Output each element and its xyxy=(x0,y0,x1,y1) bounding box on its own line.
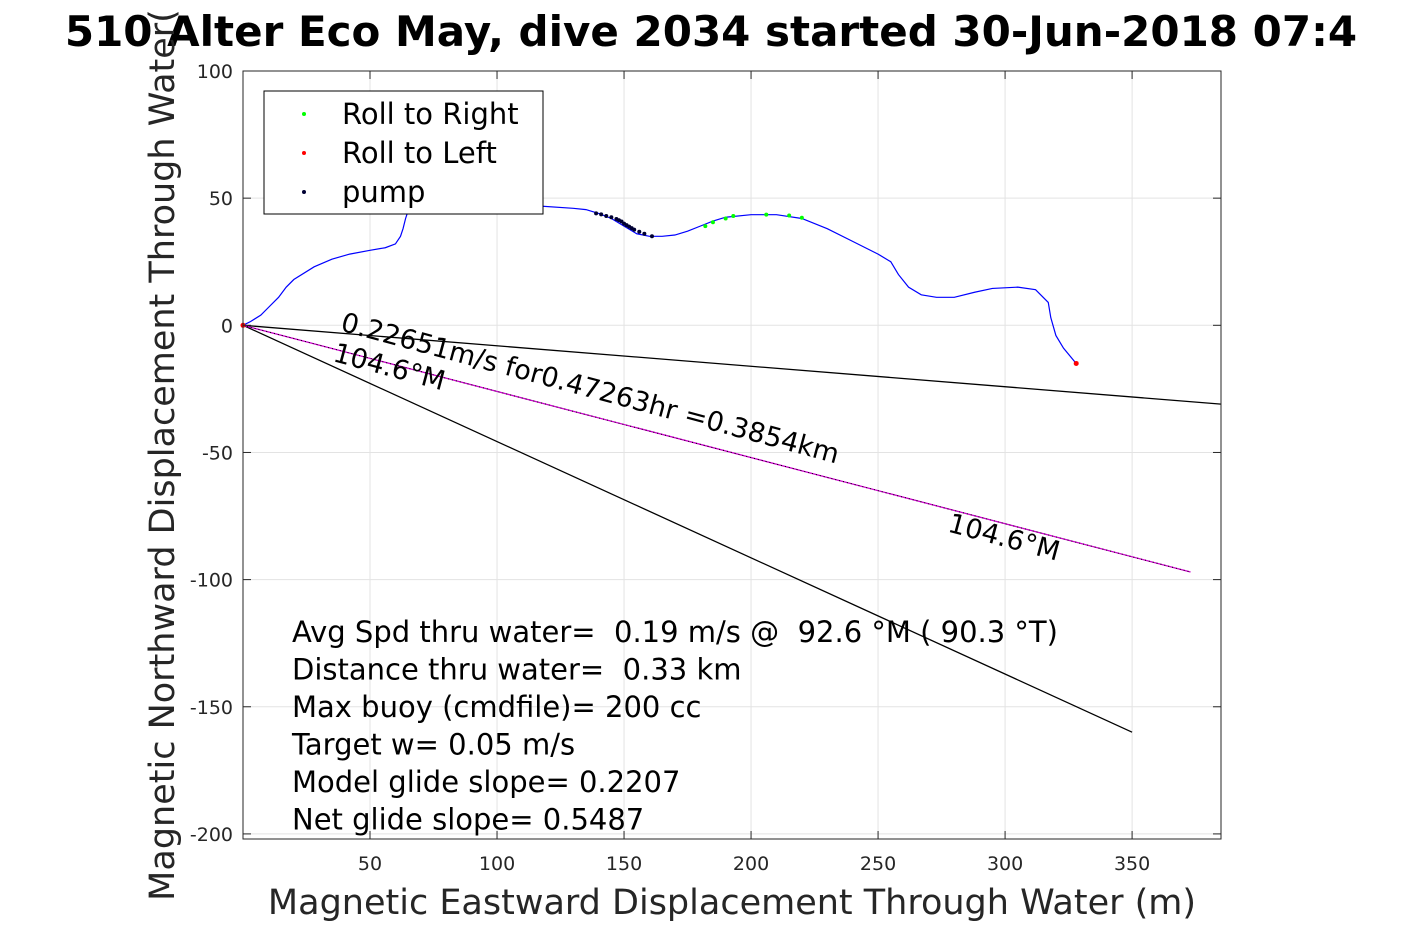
pump-point xyxy=(604,213,609,218)
pump-point xyxy=(642,231,647,236)
x-tick-label: 100 xyxy=(479,853,515,875)
heading-line-upper xyxy=(243,324,1221,405)
x-tick-label: 200 xyxy=(733,853,769,875)
stat-line: Avg Spd thru water= 0.19 m/s @ 92.6 °M (… xyxy=(292,615,1058,649)
y-tick-label: -200 xyxy=(190,824,233,846)
roll-right-point xyxy=(787,213,792,218)
roll-right-point xyxy=(703,224,708,229)
y-tick-label: 0 xyxy=(221,315,233,337)
reference-lines xyxy=(243,324,1221,733)
x-tick-label: 50 xyxy=(358,853,382,875)
legend-label: Roll to Right xyxy=(342,97,519,131)
legend-box xyxy=(263,90,544,215)
stat-line: Target w= 0.05 m/s xyxy=(291,728,575,762)
pump-point xyxy=(632,227,637,232)
pump-point xyxy=(609,215,614,220)
y-tick-label: 50 xyxy=(209,188,233,210)
y-tick-label: -50 xyxy=(202,442,233,464)
pump-point xyxy=(649,234,654,239)
stat-line: Distance thru water= 0.33 km xyxy=(292,653,742,687)
legend-marker xyxy=(302,151,306,155)
track-layer xyxy=(243,198,1077,364)
x-tick-label: 150 xyxy=(606,853,642,875)
x-tick-label: 300 xyxy=(987,853,1023,875)
roll-right-point xyxy=(710,220,715,225)
pump-point xyxy=(599,212,604,217)
pump-point xyxy=(637,229,642,234)
y-tick-label: -100 xyxy=(190,570,233,592)
legend: Roll to Right Roll to Left pump xyxy=(263,90,544,215)
net-displacement-line xyxy=(243,324,1191,573)
roll-right-point xyxy=(731,213,736,218)
x-tick-label: 350 xyxy=(1114,853,1150,875)
heading-line-lower xyxy=(243,324,1133,733)
legend-marker xyxy=(302,190,306,194)
annotations: 0.22651m/s for0.47263hr =0.3854km104.6°M… xyxy=(330,307,1063,567)
roll-right-point xyxy=(723,216,728,221)
stats-block: Avg Spd thru water= 0.19 m/s @ 92.6 °M (… xyxy=(291,615,1058,837)
marker-layer xyxy=(240,211,1079,366)
plot-frame xyxy=(242,70,1222,840)
legend-marker xyxy=(302,112,306,116)
y-axis-label: Magnetic Northward Displacement Through … xyxy=(143,9,183,901)
pump-point xyxy=(594,211,599,216)
grid xyxy=(243,70,1221,839)
x-axis-label: Magnetic Eastward Displacement Through W… xyxy=(268,883,1196,923)
roll-left-point xyxy=(1073,360,1079,366)
stat-line: Model glide slope= 0.2207 xyxy=(292,765,680,799)
legend-label: pump xyxy=(342,175,425,209)
roll-right-point xyxy=(764,212,769,217)
legend-label: Roll to Left xyxy=(342,136,497,170)
x-tick-label: 250 xyxy=(860,853,896,875)
ticks: 50 100 150 200 250 300 350 100 50 0 -50 -100 -150 -20… xyxy=(190,61,1221,875)
y-tick-label: 100 xyxy=(197,61,233,83)
stat-line: Max buoy (cmdfile)= 200 cc xyxy=(292,690,701,724)
track-line xyxy=(243,198,1077,364)
annotation-label: 104.6°M xyxy=(945,508,1063,567)
stat-line: Net glide slope= 0.5487 xyxy=(292,803,644,837)
chart-title: 510 Alter Eco May, dive 2034 started 30-… xyxy=(65,7,1357,56)
roll-right-point xyxy=(799,215,804,220)
y-tick-label: -150 xyxy=(190,697,233,719)
